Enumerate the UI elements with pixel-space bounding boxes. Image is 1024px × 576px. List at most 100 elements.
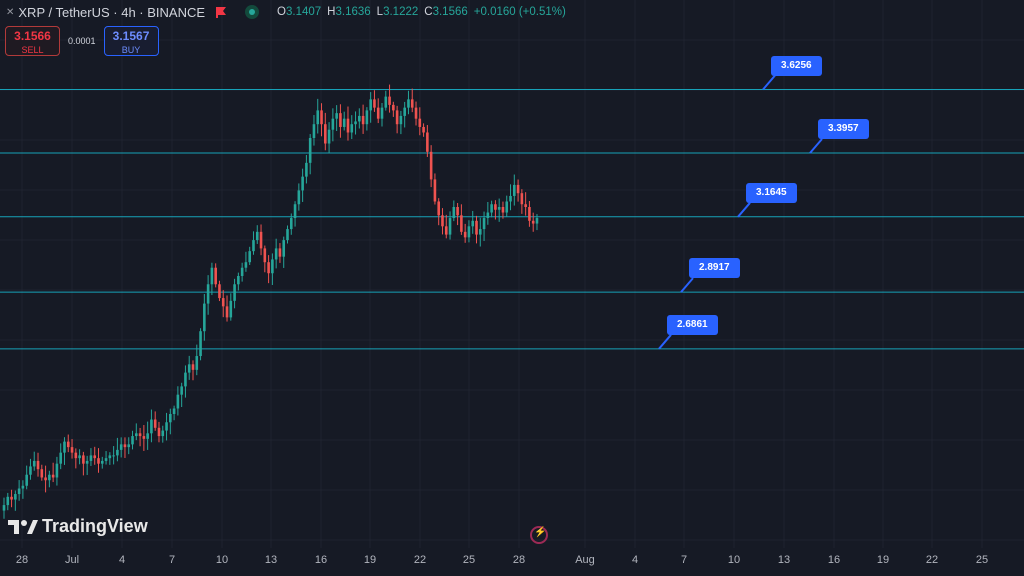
ohlc-value: +0.0160 (+0.51%) — [473, 6, 566, 18]
candle — [161, 430, 165, 437]
symbol-header: ✕ XRP / TetherUS · 4h · BINANCE O3.1407 H… — [6, 2, 572, 22]
lightning-icon[interactable] — [530, 526, 548, 544]
candle — [248, 251, 251, 263]
ohlc-key: C — [424, 6, 433, 18]
ohlc-key: O — [277, 6, 286, 18]
candle — [199, 331, 202, 357]
candle — [21, 485, 25, 489]
time-axis-label: Jul — [64, 554, 80, 566]
level-price-tag[interactable]: 3.1645 — [746, 182, 797, 203]
sell-price: 3.1566 — [14, 29, 51, 43]
tradingview-logo[interactable]: TradingView — [8, 516, 148, 537]
time-axis-label: 10 — [727, 554, 741, 566]
candle — [278, 248, 282, 257]
chart-grid — [0, 0, 1024, 548]
candle — [369, 99, 372, 111]
level-tag-connector — [658, 334, 672, 350]
candle — [531, 220, 535, 224]
candle — [346, 118, 350, 133]
candle — [142, 436, 146, 439]
candle — [206, 284, 210, 304]
candle — [494, 204, 497, 210]
candle — [255, 231, 259, 241]
candle — [305, 162, 308, 177]
candle — [203, 303, 206, 332]
candle — [392, 104, 395, 111]
candle — [414, 107, 418, 119]
candle — [433, 179, 437, 202]
candle — [444, 226, 448, 235]
candle — [403, 107, 406, 116]
candle — [210, 267, 214, 285]
candle — [82, 455, 85, 464]
candle — [25, 474, 28, 486]
candle — [376, 107, 380, 119]
collapse-icon[interactable]: ✕ — [6, 6, 15, 18]
candle — [301, 176, 304, 191]
candle — [388, 96, 391, 105]
candle — [123, 444, 127, 448]
candle — [131, 436, 134, 445]
time-axis-label: 4 — [118, 554, 126, 566]
candle — [312, 124, 316, 138]
candle — [89, 455, 93, 461]
candle — [289, 218, 293, 230]
candle — [66, 441, 70, 448]
time-axis-label: 28 — [512, 554, 526, 566]
time-axis-label: 19 — [363, 554, 377, 566]
time-axis-label: 13 — [777, 554, 791, 566]
candle — [308, 138, 312, 163]
candle — [51, 474, 55, 478]
candle — [180, 386, 183, 395]
candle — [528, 207, 531, 221]
time-axis-label: 25 — [975, 554, 989, 566]
time-axis-label: 28 — [15, 554, 29, 566]
ohlc-value: 3.1407 — [285, 6, 322, 18]
candle — [214, 267, 217, 285]
level-price-tag[interactable]: 3.6256 — [771, 55, 822, 76]
candle — [497, 207, 501, 210]
candle — [218, 284, 221, 299]
candle — [119, 444, 123, 450]
time-axis-label: 13 — [264, 554, 278, 566]
candle — [259, 231, 263, 249]
candle — [2, 505, 6, 511]
candle — [297, 190, 301, 205]
candle — [184, 372, 187, 387]
time-axis-label: 25 — [462, 554, 476, 566]
level-price-tag[interactable]: 2.6861 — [667, 314, 718, 335]
ohlc-value: 3.1222 — [383, 6, 419, 18]
candle — [267, 262, 270, 274]
candle — [240, 267, 244, 276]
candle — [482, 218, 486, 230]
candle — [429, 151, 433, 180]
flag-icon[interactable] — [215, 6, 227, 18]
candle — [293, 204, 297, 219]
candle — [40, 469, 44, 478]
candle — [339, 113, 342, 127]
candle — [463, 231, 467, 238]
candle — [407, 99, 410, 108]
level-price-tag[interactable]: 2.8917 — [689, 258, 740, 279]
candle — [70, 447, 74, 453]
candle — [335, 113, 338, 119]
candle — [195, 356, 199, 370]
ohlc-value: 3.1566 — [432, 6, 468, 18]
candle — [524, 204, 527, 207]
candle — [516, 184, 520, 194]
candle — [29, 466, 32, 475]
candle — [384, 96, 388, 108]
market-status-icon[interactable] — [245, 5, 260, 19]
symbol-title[interactable]: XRP / TetherUS · 4h · BINANCE — [18, 4, 206, 20]
candle — [244, 262, 248, 268]
time-axis-label: 7 — [168, 554, 176, 566]
candle — [55, 463, 59, 478]
sell-button[interactable]: 3.1566 SELL — [5, 26, 60, 56]
candle — [221, 298, 225, 307]
candle — [365, 110, 369, 125]
candle — [187, 364, 191, 373]
buy-button[interactable]: 3.1567 BUY — [103, 26, 159, 56]
level-price-tag[interactable]: 3.3957 — [818, 118, 869, 139]
